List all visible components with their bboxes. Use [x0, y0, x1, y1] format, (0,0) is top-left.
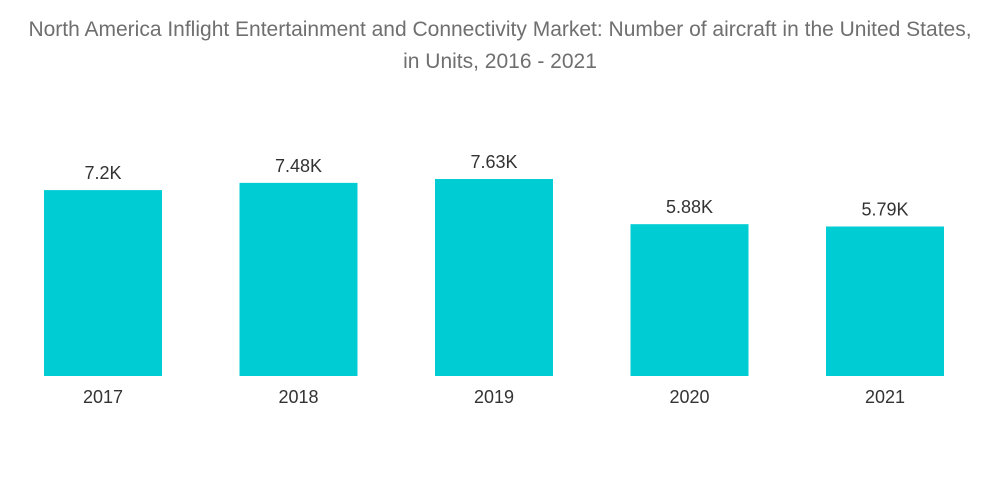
- data-label-2018: 7.48K: [275, 156, 322, 176]
- x-tick-label-2017: 2017: [83, 387, 123, 407]
- bar-2017: [44, 190, 162, 376]
- x-tick-label-2020: 2020: [669, 387, 709, 407]
- data-label-2019: 7.63K: [470, 152, 517, 172]
- data-label-2021: 5.79K: [861, 200, 908, 220]
- x-tick-label-2019: 2019: [474, 387, 514, 407]
- data-label-2017: 7.2K: [84, 163, 121, 183]
- bar-2019: [435, 179, 553, 376]
- bar-2018: [239, 182, 358, 376]
- x-tick-label-2018: 2018: [278, 387, 318, 407]
- bars-group: [44, 179, 944, 376]
- data-label-2020: 5.88K: [666, 197, 713, 217]
- chart-title: North America Inflight Entertainment and…: [28, 18, 972, 73]
- bar-2021: [826, 226, 944, 376]
- x-axis-labels-group: 2017 2018 2019 2020 2021: [83, 387, 905, 407]
- x-tick-label-2021: 2021: [865, 387, 905, 407]
- data-labels-group: 7.2K 7.48K 7.63K 5.88K 5.79K: [84, 152, 908, 220]
- bar-2020: [630, 224, 749, 376]
